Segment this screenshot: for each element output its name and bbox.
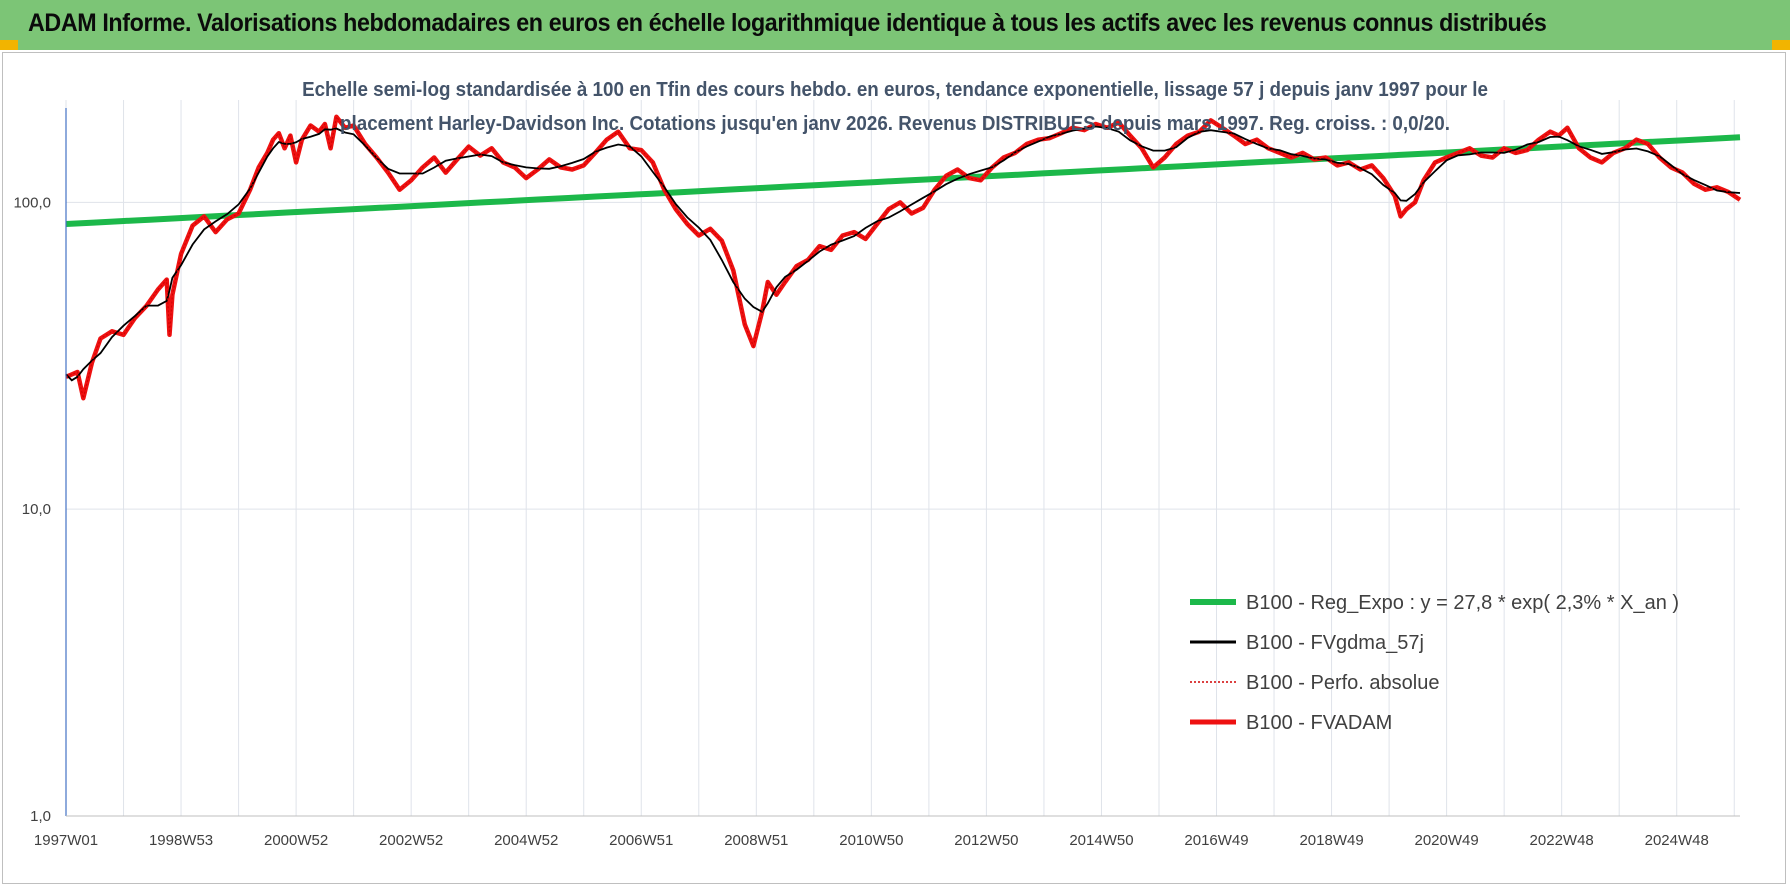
legend-label: B100 - Perfo. absolue [1246,672,1439,694]
x-tick-label: 2006W51 [609,832,673,849]
series-reg-expo-line [65,134,1741,227]
report-title: ADAM Informe. Valorisations hebdomadaire… [28,9,1547,37]
legend-label: B100 - FVgdma_57j [1246,632,1424,654]
x-tick-label: 2018W49 [1299,832,1363,849]
legend: B100 - Reg_Expo : y = 27,8 * exp( 2,3% *… [1190,592,1679,734]
legend-label: B100 - FVADAM [1246,712,1392,734]
x-tick-label: 2010W50 [839,832,903,849]
axes-layer: 1997W01 1998W53 2000W52 2002W52 2004W52 2006W… [13,108,1740,849]
x-tick-label: 2004W52 [494,832,558,849]
legend-label: B100 - Reg_Expo : y = 27,8 * exp( 2,3% *… [1246,592,1679,614]
series-fvgdma-line [65,125,1741,382]
x-tick-label: 2014W50 [1069,832,1133,849]
corner-marker-right [1772,40,1790,50]
x-tick-label: 2000W52 [264,832,328,849]
title-banner: ADAM Informe. Valorisations hebdomadaire… [0,0,1790,50]
x-tick-label: 2024W48 [1645,832,1709,849]
series-layer [65,114,1742,401]
x-tick-label: 2022W48 [1530,832,1594,849]
chart-subtitle-line-1: Echelle semi-log standardisée à 100 en T… [302,79,1488,101]
x-tick-label: 1998W53 [149,832,213,849]
x-tick-label: 2020W49 [1415,832,1479,849]
corner-marker-left [0,40,18,50]
series-perfo-line [65,115,1741,399]
chart-subtitle: Echelle semi-log standardisée à 100 en T… [54,73,1737,141]
x-tick-label: 2002W52 [379,832,443,849]
chart-area [2,52,1786,884]
x-tick-label: 2016W49 [1184,832,1248,849]
chart-subtitle-line-2: placement Harley-Davidson Inc. Cotations… [340,113,1450,135]
x-tick-label: 1997W01 [34,832,98,849]
series-fvadam-line [65,114,1742,401]
x-tick-label: 2012W50 [954,832,1018,849]
y-tick-label: 10,0 [22,501,51,518]
y-tick-label: 1,0 [30,808,51,825]
x-tick-label: 2008W51 [724,832,788,849]
y-tick-label: 100,0 [13,194,51,211]
